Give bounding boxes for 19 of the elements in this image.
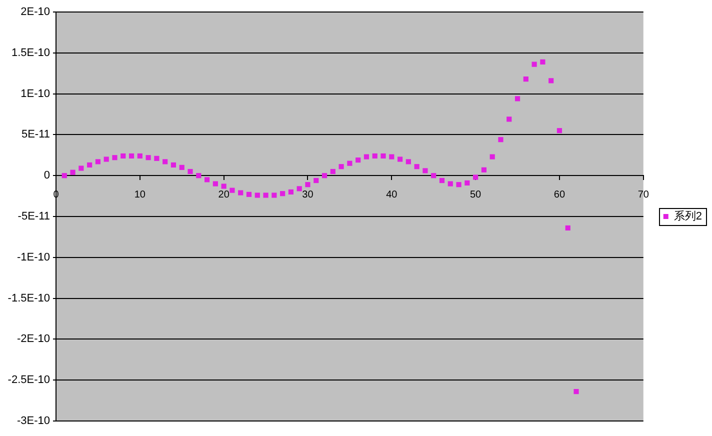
x-tick-label: 10 [134, 189, 146, 200]
x-tick-label: 70 [638, 189, 650, 200]
x-tick-label: 60 [554, 189, 566, 200]
y-tick-label: 0 [44, 170, 50, 182]
legend-label: 系列2 [674, 210, 702, 223]
y-tick-label: 5E-11 [21, 128, 50, 141]
y-tick-label: -5E-11 [18, 210, 50, 223]
x-tick-label: 50 [470, 189, 482, 200]
y-tick-label: -2E-10 [16, 333, 50, 346]
y-tick-label: -3E-10 [16, 415, 50, 428]
y-tick-label: -1E-10 [16, 251, 50, 264]
y-tick-label: -1.5E-10 [8, 292, 50, 304]
y-tick-label: -2.5E-10 [8, 374, 50, 386]
x-tick-label: 30 [302, 189, 314, 200]
y-tick-label: 1.5E-10 [11, 46, 50, 59]
x-tick-label: 20 [218, 189, 230, 200]
y-tick-label: 1E-10 [20, 88, 50, 100]
y-tick-label: 2E-10 [20, 6, 50, 18]
x-tick-label: 40 [386, 189, 398, 200]
